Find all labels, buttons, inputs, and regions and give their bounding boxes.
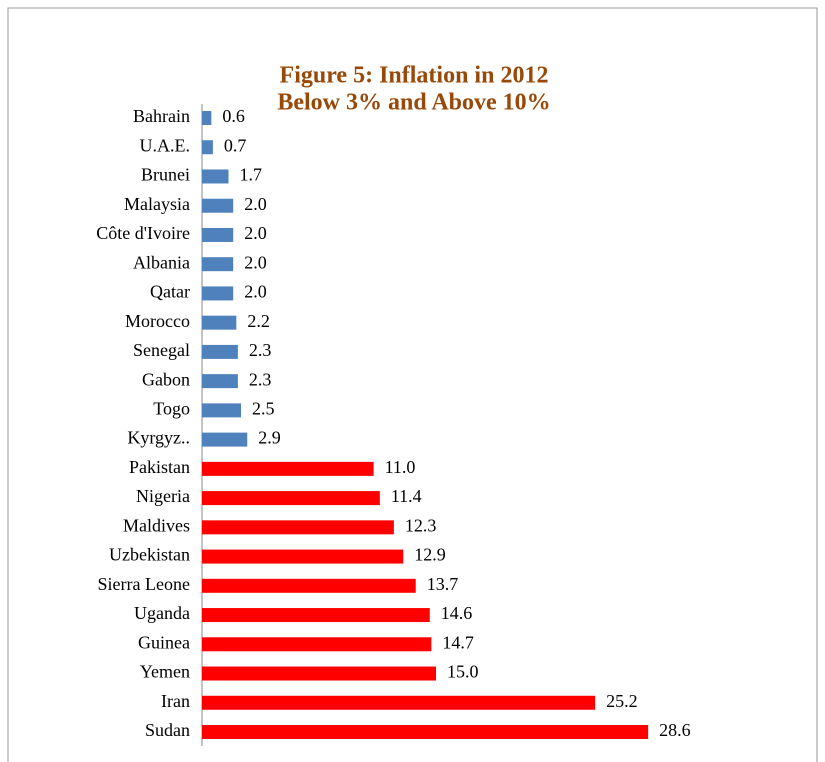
- bar: [202, 286, 234, 301]
- y-tick-label: Sierra Leone: [98, 574, 190, 594]
- data-label: 2.0: [244, 223, 267, 243]
- data-label: 0.7: [224, 135, 247, 155]
- bar: [202, 140, 213, 155]
- y-tick-label: Albania: [133, 252, 190, 272]
- bar: [202, 432, 248, 447]
- y-tick-label: Pakistan: [129, 457, 190, 477]
- data-label: 0.6: [222, 106, 245, 126]
- y-tick-label: U.A.E.: [140, 135, 191, 155]
- data-label: 2.3: [249, 369, 272, 389]
- bar: [202, 169, 229, 184]
- y-tick-label: Guinea: [138, 632, 190, 652]
- y-tick-label: Qatar: [150, 282, 190, 302]
- bar: [202, 344, 238, 359]
- data-label: 1.7: [240, 165, 263, 185]
- data-label: 11.0: [385, 457, 416, 477]
- data-label: 15.0: [447, 662, 479, 682]
- bar: [202, 549, 404, 564]
- y-tick-label: Malaysia: [124, 194, 190, 214]
- y-tick-label: Brunei: [141, 165, 190, 185]
- y-tick-label: Morocco: [125, 311, 190, 331]
- bar: [202, 257, 234, 272]
- y-tick-label: Gabon: [142, 369, 190, 389]
- bar: [202, 461, 374, 476]
- y-tick-label: Uganda: [134, 603, 190, 623]
- chart-title: Figure 5: Inflation in 2012: [280, 63, 549, 89]
- data-label: 2.0: [244, 194, 267, 214]
- data-label: 25.2: [606, 691, 638, 711]
- bar: [202, 403, 241, 418]
- y-tick-label: Bahrain: [133, 106, 190, 126]
- data-label: 2.0: [244, 252, 267, 272]
- data-label: 2.3: [249, 340, 272, 360]
- data-label: 11.4: [391, 486, 422, 506]
- bar: [202, 695, 596, 710]
- bar: [202, 111, 212, 125]
- chart-subtitle: Below 3% and Above 10%: [277, 90, 550, 116]
- data-label: 14.7: [442, 632, 474, 652]
- chart-frame: [7, 7, 818, 762]
- bar: [202, 491, 380, 506]
- y-tick-label: Kyrgyz..: [127, 428, 190, 448]
- data-label: 2.5: [252, 399, 275, 419]
- y-tick-label: Maldives: [123, 515, 190, 535]
- data-label: 13.7: [427, 574, 459, 594]
- y-tick-label: Iran: [161, 691, 190, 711]
- bar: [202, 198, 234, 213]
- y-tick-label: Senegal: [133, 340, 190, 360]
- bar: [202, 520, 394, 535]
- data-label: 12.3: [405, 515, 437, 535]
- y-tick-label: Uzbekistan: [109, 545, 190, 565]
- y-tick-label: Nigeria: [136, 486, 190, 506]
- y-tick-label: Togo: [153, 399, 190, 419]
- bar: [202, 637, 432, 652]
- bar: [202, 227, 234, 242]
- bar: [202, 315, 237, 330]
- bar: [202, 578, 416, 593]
- data-label: 2.9: [258, 428, 281, 448]
- data-label: 12.9: [414, 545, 446, 565]
- bar: [202, 725, 649, 739]
- data-label: 2.2: [247, 311, 270, 331]
- data-label: 14.6: [441, 603, 473, 623]
- bar: [202, 666, 436, 681]
- data-label: 2.0: [244, 282, 267, 302]
- bar: [202, 608, 430, 623]
- data-label: 28.6: [659, 720, 691, 740]
- y-tick-label: Yemen: [140, 662, 190, 682]
- y-tick-label: Côte d'Ivoire: [96, 223, 190, 243]
- bar: [202, 374, 238, 389]
- y-tick-label: Sudan: [145, 720, 190, 740]
